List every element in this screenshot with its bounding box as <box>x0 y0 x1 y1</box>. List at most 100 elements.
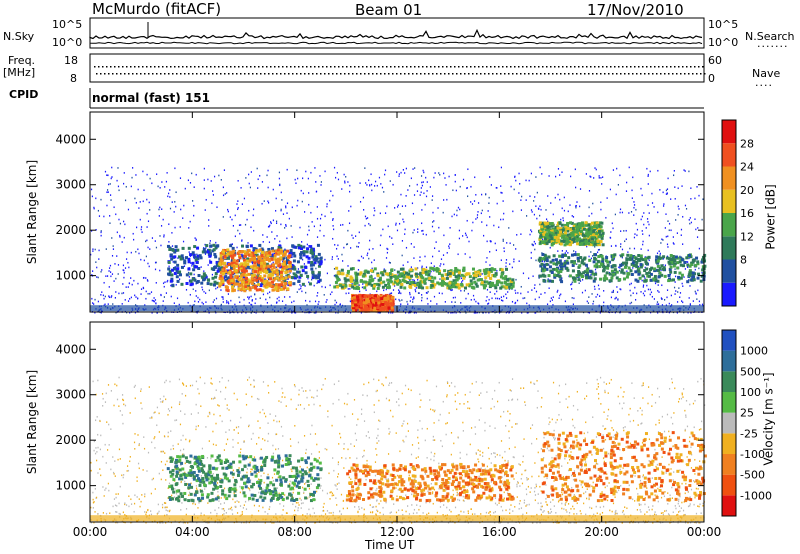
freq-tick-low: 8 <box>70 72 77 85</box>
echo-point <box>318 278 322 282</box>
echo-point <box>586 274 590 278</box>
echo-point <box>376 286 380 290</box>
noise-point <box>475 218 477 220</box>
echo-point <box>570 260 574 264</box>
echo-point <box>382 280 386 284</box>
echo-point <box>603 274 607 278</box>
noise-point <box>168 223 170 226</box>
echo-point <box>349 277 353 281</box>
echo-point <box>268 269 272 273</box>
noise-point <box>649 170 651 173</box>
noise-point <box>421 222 423 225</box>
noise-point <box>539 283 541 286</box>
nave-dot <box>548 73 550 75</box>
nave-dot <box>292 73 294 75</box>
noise-point <box>285 223 287 226</box>
noise-point <box>156 311 158 314</box>
noise-point <box>347 265 349 267</box>
noise-point <box>509 242 511 245</box>
echo-point <box>433 283 437 287</box>
noise-point <box>209 242 211 244</box>
echo-point <box>593 256 597 260</box>
echo-point <box>246 257 250 261</box>
echo-point <box>637 254 641 258</box>
echo-point <box>568 221 572 225</box>
noise-point <box>113 280 115 282</box>
echo-point <box>454 267 458 271</box>
noise-point <box>350 300 352 303</box>
noise-point <box>653 206 655 208</box>
noise-point <box>93 206 95 209</box>
nave-dot <box>100 73 102 75</box>
echo-point <box>540 221 544 225</box>
noise-point <box>398 222 401 225</box>
freq-dot <box>414 66 416 68</box>
echo-point <box>248 288 252 292</box>
echo-point <box>556 261 560 265</box>
echo-point <box>258 248 262 252</box>
echo-point <box>469 279 473 283</box>
echo-point <box>246 262 250 266</box>
echo-point <box>541 227 545 231</box>
echo-point <box>645 271 649 275</box>
nave-dot <box>560 73 562 75</box>
echo-point <box>539 229 543 233</box>
echo-point <box>371 298 375 302</box>
echo-point <box>242 276 246 280</box>
noise-point <box>265 298 267 301</box>
echo-point <box>245 280 249 284</box>
noise-point <box>545 218 548 221</box>
echo-point <box>378 276 382 280</box>
noise-point <box>291 301 293 304</box>
noise-point <box>108 296 111 299</box>
echo-point <box>620 268 624 272</box>
noise-point <box>138 207 140 209</box>
echo-point <box>543 237 547 241</box>
noise-point <box>598 175 600 177</box>
noise-point <box>422 181 424 183</box>
noise-point <box>268 241 271 244</box>
noise-point <box>672 236 674 238</box>
nave-dot <box>168 73 170 75</box>
noise-point <box>561 207 563 210</box>
noise-point <box>299 284 301 286</box>
noise-point <box>591 293 593 295</box>
echo-point <box>685 256 689 260</box>
freq-dot <box>610 66 612 68</box>
noise-point <box>671 304 673 306</box>
echo-point <box>461 268 465 272</box>
noise-point <box>196 311 198 314</box>
noise-point <box>696 298 698 300</box>
echo-point <box>634 278 638 282</box>
noise-point <box>201 288 204 291</box>
echo-point <box>287 267 291 271</box>
noise-point <box>192 288 194 291</box>
noise-point <box>94 298 96 301</box>
freq-dot <box>670 66 672 68</box>
noise-point <box>687 311 689 314</box>
noise-point <box>156 173 158 176</box>
noise-point <box>154 261 157 264</box>
noise-point <box>552 304 554 306</box>
echo-point <box>581 222 585 226</box>
noise-point <box>275 222 278 225</box>
noise-point <box>647 249 649 252</box>
echo-point <box>694 264 698 268</box>
noise-point <box>132 232 134 235</box>
noise-point <box>425 195 428 198</box>
noise-point <box>453 311 455 314</box>
noise-point <box>586 245 588 248</box>
noise-point <box>130 296 132 299</box>
noise-point <box>636 234 638 237</box>
noise-point <box>100 198 102 201</box>
echo-point <box>396 282 400 286</box>
noise-point <box>315 181 317 183</box>
noise-point <box>100 230 102 232</box>
noise-point <box>423 171 425 174</box>
noise-point <box>487 303 489 305</box>
noise-point <box>666 289 669 291</box>
freq-dot <box>674 66 676 68</box>
noise-point <box>349 311 352 314</box>
noise-point <box>695 228 697 231</box>
noise-point <box>282 213 285 215</box>
